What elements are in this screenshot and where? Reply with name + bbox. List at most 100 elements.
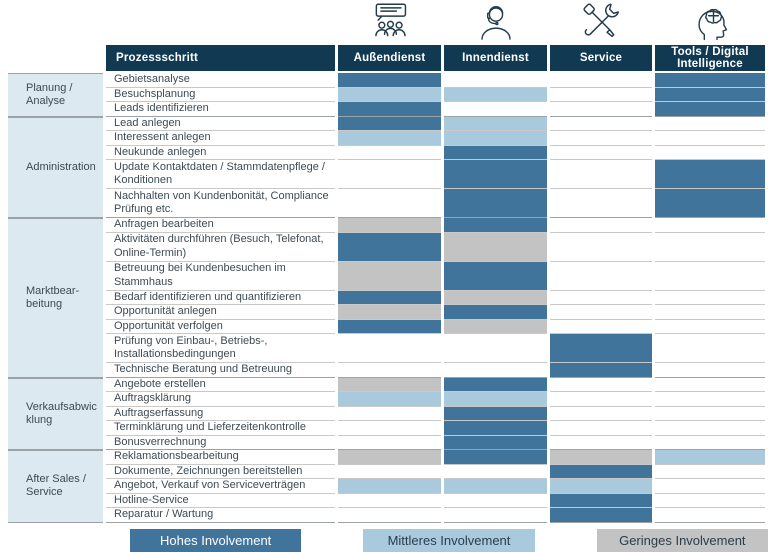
involvement-cell-tools — [655, 145, 765, 160]
process-step-label: Auftragsklärung — [106, 392, 335, 407]
involvement-cell-aussendienst — [338, 406, 441, 421]
headset-agent-icon — [475, 2, 517, 42]
involvement-cell-aussendienst — [338, 160, 441, 189]
column-header-tools: Tools / Digital Intelligence — [655, 45, 765, 71]
involvement-cell-innendienst — [444, 334, 547, 363]
involvement-cell-service — [550, 464, 652, 479]
involvement-cell-innendienst — [444, 493, 547, 508]
matrix-body: Planung / Analyse Gebietsanalyse Besuchspl… — [8, 73, 765, 523]
involvement-cell-service — [550, 479, 652, 494]
involvement-cell-aussendienst — [338, 421, 441, 436]
involvement-cell-service — [550, 406, 652, 421]
involvement-cell-aussendienst — [338, 73, 441, 88]
tools-icon-cell — [655, 0, 765, 45]
involvement-cell-aussendienst — [338, 363, 441, 378]
process-step-label: Opportunität verfolgen — [106, 319, 335, 334]
process-step-label: Technische Beratung und Betreuung — [106, 363, 335, 378]
category-cell: Administration — [8, 116, 103, 218]
category-cell: Planung / Analyse — [8, 73, 103, 117]
involvement-cell-aussendienst — [338, 464, 441, 479]
involvement-cell-innendienst — [444, 305, 547, 320]
involvement-cell-tools — [655, 261, 765, 291]
process-step-label: Opportunität anlegen — [106, 305, 335, 320]
process-step-label: Terminklärung und Lieferzeitenkontrolle — [106, 421, 335, 436]
process-step-label: Dokumente, Zeichnungen bereitstellen — [106, 464, 335, 479]
process-step-label: Angebote erstellen — [106, 377, 335, 392]
involvement-cell-aussendienst — [338, 145, 441, 160]
legend-low-involvement: Geringes Involvement — [596, 528, 768, 552]
involvement-cell-service — [550, 232, 652, 262]
involvement-cell-innendienst — [444, 145, 547, 160]
process-step-label: Reklamationsbearbeitung — [106, 450, 335, 465]
process-step-label: Anfragen bearbeiten — [106, 218, 335, 233]
involvement-cell-service — [550, 392, 652, 407]
involvement-cell-tools — [655, 290, 765, 305]
involvement-cell-service — [550, 73, 652, 88]
involvement-cell-innendienst — [444, 319, 547, 334]
process-step-label: Nachhalten von Kundenbonität, Compliance… — [106, 189, 335, 218]
involvement-cell-service — [550, 102, 652, 117]
involvement-cell-aussendienst — [338, 189, 441, 218]
process-step-label: Bonusverrechnung — [106, 435, 335, 450]
involvement-cell-tools — [655, 450, 765, 465]
header-row: Prozessschritt Außendienst Innendienst Ser… — [8, 45, 765, 71]
involvement-cell-aussendienst — [338, 435, 441, 450]
process-step-label: Reparatur / Wartung — [106, 508, 335, 523]
involvement-cell-service — [550, 334, 652, 363]
involvement-cell-tools — [655, 160, 765, 189]
involvement-cell-innendienst — [444, 377, 547, 392]
process-step-label: Prüfung von Einbau-, Betriebs-, Installa… — [106, 334, 335, 363]
involvement-cell-innendienst — [444, 421, 547, 436]
involvement-cell-tools — [655, 232, 765, 262]
legend-mid-involvement: Mittleres Involvement — [363, 528, 535, 552]
innendienst-icon-cell — [444, 0, 547, 45]
involvement-cell-aussendienst — [338, 290, 441, 305]
involvement-cell-aussendienst — [338, 392, 441, 407]
involvement-cell-aussendienst — [338, 218, 441, 233]
process-column-header: Prozessschritt — [106, 45, 335, 71]
involvement-cell-aussendienst — [338, 450, 441, 465]
involvement-cell-aussendienst — [338, 131, 441, 146]
involvement-cell-service — [550, 450, 652, 465]
category-cell: After Sales / Service — [8, 450, 103, 523]
involvement-cell-tools — [655, 116, 765, 131]
involvement-cell-innendienst — [444, 290, 547, 305]
involvement-cell-aussendienst — [338, 334, 441, 363]
involvement-cell-innendienst — [444, 160, 547, 189]
involvement-cell-innendienst — [444, 406, 547, 421]
process-step-label: Neukunde anlegen — [106, 145, 335, 160]
involvement-cell-tools — [655, 421, 765, 436]
involvement-cell-aussendienst — [338, 116, 441, 131]
involvement-cell-tools — [655, 218, 765, 233]
involvement-cell-service — [550, 319, 652, 334]
involvement-cell-tools — [655, 305, 765, 320]
process-step-label: Betreuung bei Kundenbesuchen im Stammhau… — [106, 261, 335, 291]
involvement-cell-innendienst — [444, 73, 547, 88]
process-step-label: Update Kontaktdaten / Stammdatenpflege /… — [106, 160, 335, 189]
involvement-cell-service — [550, 87, 652, 102]
involvement-cell-innendienst — [444, 131, 547, 146]
involvement-cell-tools — [655, 319, 765, 334]
process-step-label: Angebot, Verkauf von Serviceverträgen — [106, 479, 335, 494]
involvement-cell-tools — [655, 334, 765, 363]
involvement-cell-innendienst — [444, 218, 547, 233]
process-step-label: Bedarf identifizieren und quantifizieren — [106, 290, 335, 305]
involvement-cell-aussendienst — [338, 479, 441, 494]
legend: Hohes Involvement Mittleres Involvement … — [130, 528, 768, 552]
involvement-cell-tools — [655, 377, 765, 392]
involvement-cell-service — [550, 261, 652, 291]
involvement-cell-service — [550, 116, 652, 131]
process-step-label: Auftragserfassung — [106, 406, 335, 421]
involvement-cell-tools — [655, 102, 765, 117]
head-brain-icon — [689, 0, 731, 42]
service-icon-cell — [550, 0, 652, 45]
involvement-cell-service — [550, 145, 652, 160]
involvement-cell-service — [550, 435, 652, 450]
process-step-label: Leads identifizieren — [106, 102, 335, 117]
involvement-cell-innendienst — [444, 363, 547, 378]
involvement-cell-innendienst — [444, 479, 547, 494]
involvement-cell-service — [550, 421, 652, 436]
involvement-cell-aussendienst — [338, 232, 441, 262]
involvement-cell-innendienst — [444, 435, 547, 450]
involvement-cell-service — [550, 363, 652, 378]
